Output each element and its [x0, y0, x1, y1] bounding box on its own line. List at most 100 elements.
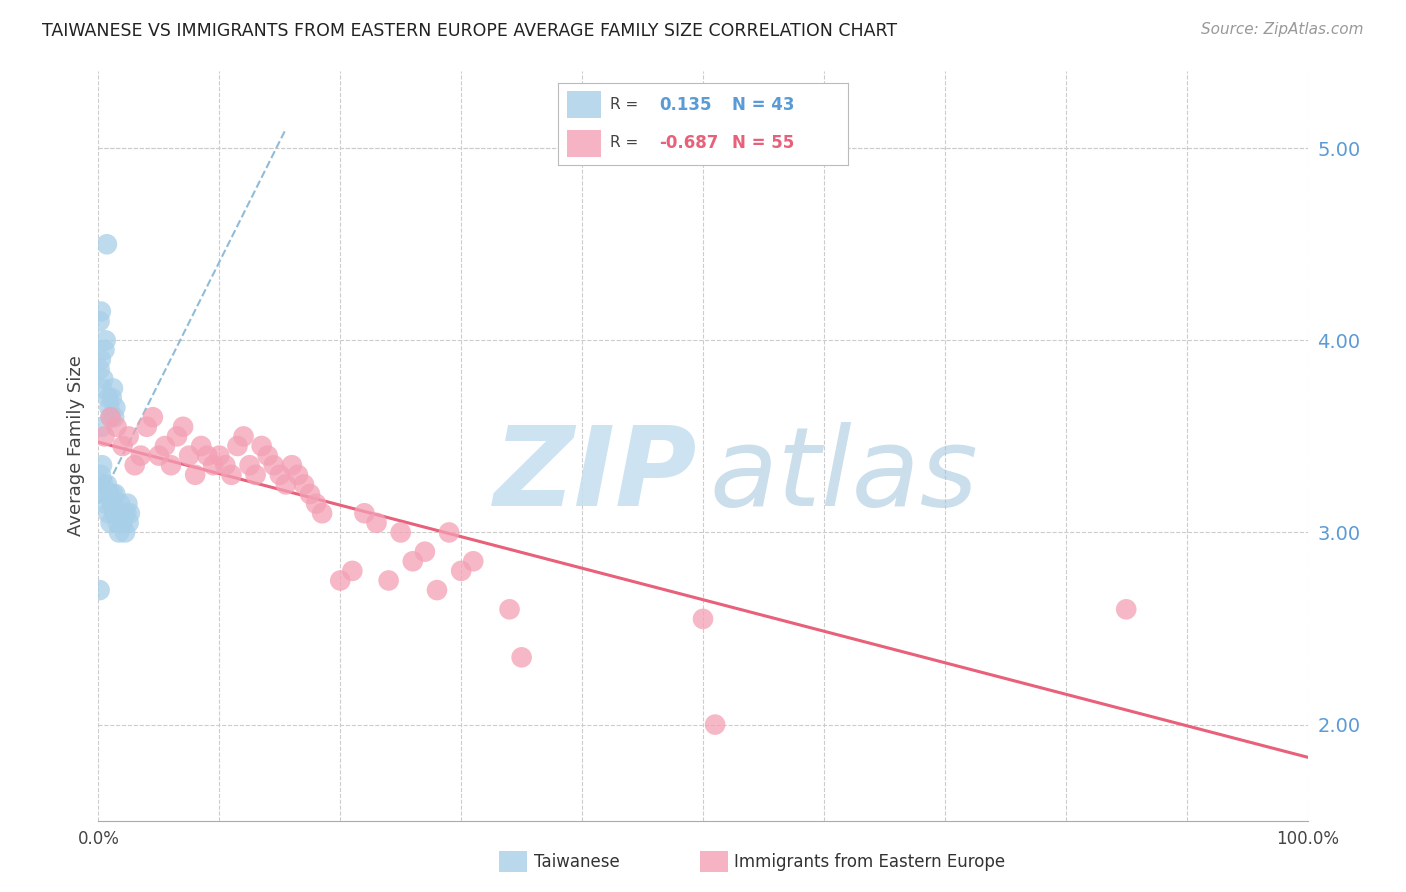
Point — [299, 487, 322, 501]
Point — [89, 583, 111, 598]
Point — [93, 343, 115, 357]
Point — [91, 372, 114, 386]
Point — [93, 487, 115, 501]
Point — [104, 401, 127, 415]
Point — [135, 419, 157, 434]
Point — [172, 419, 194, 434]
Point — [329, 574, 352, 588]
Point — [94, 497, 117, 511]
Point — [124, 458, 146, 473]
Point — [103, 410, 125, 425]
Point — [94, 334, 117, 348]
Point — [221, 467, 243, 482]
Point — [402, 554, 425, 568]
Point — [250, 439, 273, 453]
Point — [342, 564, 364, 578]
Text: ZIP: ZIP — [494, 423, 697, 530]
Point — [311, 506, 333, 520]
Point — [107, 516, 129, 530]
Point — [105, 506, 128, 520]
Point — [89, 362, 111, 376]
Point — [89, 314, 111, 328]
Point — [184, 467, 207, 482]
Point — [91, 458, 114, 473]
Point — [100, 391, 122, 405]
Point — [287, 467, 309, 482]
Point — [118, 506, 141, 520]
Point — [111, 516, 134, 530]
Point — [118, 516, 141, 530]
Point — [166, 429, 188, 443]
Point — [104, 487, 127, 501]
Point — [90, 352, 112, 367]
Point — [510, 650, 533, 665]
Point — [100, 516, 122, 530]
Point — [91, 419, 114, 434]
Point — [111, 439, 134, 453]
Point — [226, 439, 249, 453]
Point — [498, 602, 520, 616]
Point — [245, 467, 267, 482]
Point — [366, 516, 388, 530]
Point — [281, 458, 304, 473]
Point — [114, 525, 136, 540]
Point — [195, 449, 218, 463]
Point — [426, 583, 449, 598]
Point — [353, 506, 375, 520]
Point — [153, 439, 176, 453]
Point — [90, 304, 112, 318]
Point — [274, 477, 297, 491]
Point — [98, 487, 121, 501]
Point — [214, 458, 236, 473]
Point — [108, 525, 131, 540]
Point — [305, 497, 328, 511]
Point — [202, 458, 225, 473]
Point — [112, 506, 135, 520]
Point — [413, 544, 436, 558]
Point — [91, 477, 114, 491]
Point — [129, 449, 152, 463]
Point — [90, 467, 112, 482]
Point — [179, 449, 201, 463]
Point — [292, 477, 315, 491]
Point — [105, 419, 128, 434]
Point — [377, 574, 399, 588]
Point — [93, 429, 115, 443]
Point — [142, 410, 165, 425]
Y-axis label: Average Family Size: Average Family Size — [66, 356, 84, 536]
Point — [463, 554, 485, 568]
Point — [269, 467, 291, 482]
Point — [101, 381, 124, 395]
Point — [100, 410, 122, 425]
Point — [704, 717, 727, 731]
Text: atlas: atlas — [709, 423, 977, 530]
Point — [96, 477, 118, 491]
Point — [115, 506, 138, 520]
Point — [91, 381, 114, 395]
Text: TAIWANESE VS IMMIGRANTS FROM EASTERN EUROPE AVERAGE FAMILY SIZE CORRELATION CHAR: TAIWANESE VS IMMIGRANTS FROM EASTERN EUR… — [42, 22, 897, 40]
Point — [437, 525, 460, 540]
Point — [389, 525, 412, 540]
Point — [110, 506, 132, 520]
Point — [239, 458, 262, 473]
Text: Source: ZipAtlas.com: Source: ZipAtlas.com — [1201, 22, 1364, 37]
Point — [263, 458, 285, 473]
Point — [160, 458, 183, 473]
Point — [97, 391, 120, 405]
Point — [101, 487, 124, 501]
Point — [232, 429, 254, 443]
Point — [190, 439, 212, 453]
Point — [450, 564, 472, 578]
Point — [98, 401, 121, 415]
Text: Taiwanese: Taiwanese — [534, 853, 620, 871]
Point — [148, 449, 170, 463]
Point — [103, 506, 125, 520]
Point — [100, 410, 122, 425]
Point — [256, 449, 278, 463]
Point — [97, 506, 120, 520]
Point — [1115, 602, 1137, 616]
Point — [108, 497, 131, 511]
Text: Immigrants from Eastern Europe: Immigrants from Eastern Europe — [734, 853, 1005, 871]
Point — [208, 449, 231, 463]
Point — [100, 497, 122, 511]
